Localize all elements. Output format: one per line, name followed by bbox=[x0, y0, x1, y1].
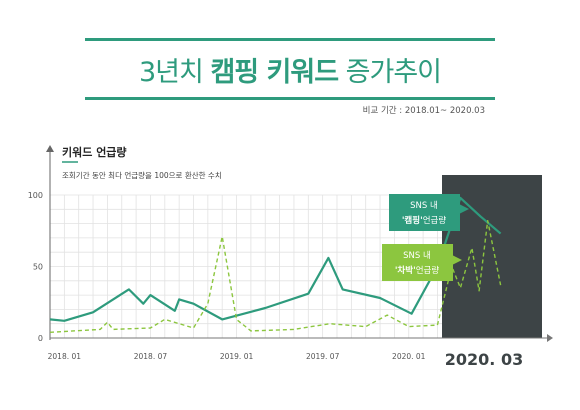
y-tick-label: 0 bbox=[38, 334, 43, 343]
callout-chabak-line2: '차박'언급량 bbox=[395, 265, 439, 276]
chart-subtitle: 조회기간 동안 최다 언급량을 100으로 환산한 수치 bbox=[62, 170, 222, 180]
x-axis-arrow bbox=[547, 334, 553, 342]
callout-chabak-pointer bbox=[452, 255, 462, 265]
callout-camping-pointer bbox=[459, 204, 469, 214]
comparison-period: 비교 기간 : 2018.01~ 2020.03 bbox=[362, 106, 485, 116]
title-rule-bottom bbox=[85, 97, 495, 100]
title-suffix: 증가추이 bbox=[345, 57, 442, 88]
highlight-label: 2020. 03 bbox=[445, 350, 523, 369]
callout-chabak-keyword: '차박' bbox=[395, 265, 416, 276]
x-tick-label: 2019. 07 bbox=[306, 352, 340, 361]
callout-chabak-box bbox=[382, 244, 453, 281]
callout-camping-keyword: '캠핑' bbox=[402, 215, 423, 226]
x-tick-label: 2020. 01 bbox=[392, 352, 426, 361]
callout-camping-line1: SNS 내 bbox=[410, 201, 438, 211]
callout-chabak-rest: 언급량 bbox=[416, 265, 440, 276]
callout-camping: SNS 내 '캠핑'언급량 bbox=[389, 194, 469, 231]
title-rule-top bbox=[85, 38, 495, 41]
series-line-chabak bbox=[49, 219, 502, 333]
callout-camping-box bbox=[389, 194, 460, 231]
page-title: 3년치 캠핑 키워드 증가추이 bbox=[0, 50, 580, 89]
y-tick-label: 50 bbox=[33, 263, 43, 272]
chart-title: 키워드 언급량 bbox=[62, 145, 127, 159]
y-tick-label: 100 bbox=[28, 191, 43, 200]
title-bold: 캠핑 키워드 bbox=[210, 57, 339, 88]
x-tick-labels: 2018. 01 2018. 07 2019. 01 2019. 07 2020. 01 bbox=[48, 352, 426, 361]
callout-camping-rest: 언급량 bbox=[423, 215, 447, 226]
y-axis-arrow bbox=[46, 145, 54, 152]
x-tick-label: 2018. 07 bbox=[134, 352, 168, 361]
x-tick-label: 2019. 01 bbox=[220, 352, 254, 361]
title-prefix: 3년치 bbox=[138, 57, 204, 88]
callout-chabak-line1: SNS 내 bbox=[403, 251, 431, 261]
x-tick-label: 2018. 01 bbox=[48, 352, 82, 361]
callout-chabak: SNS 내 '차박'언급량 bbox=[382, 244, 462, 281]
y-tick-labels: 0 50 100 bbox=[28, 191, 43, 343]
callout-camping-line2: '캠핑'언급량 bbox=[402, 215, 446, 226]
